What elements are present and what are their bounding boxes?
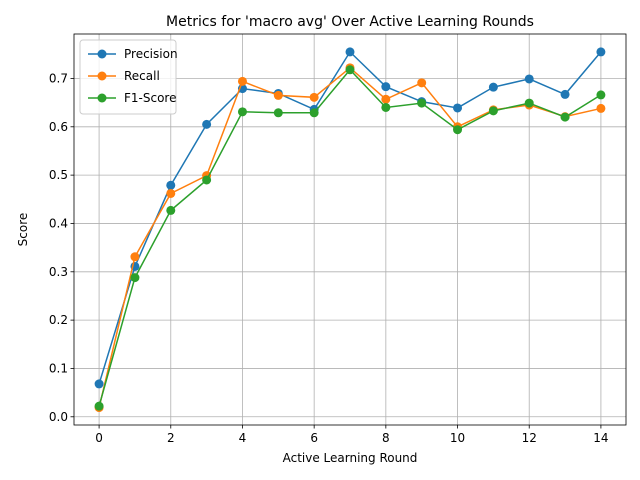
chart-title: Metrics for 'macro avg' Over Active Lear…: [166, 14, 534, 30]
data-point-precision: [453, 103, 463, 113]
y-tick-label: 0.5: [49, 168, 68, 182]
x-tick-label: 0: [95, 431, 103, 445]
legend-swatch-marker: [97, 49, 107, 59]
data-point-f1-score: [524, 98, 534, 108]
x-tick-label: 8: [382, 431, 390, 445]
legend-item-recall: Recall: [88, 69, 160, 83]
data-point-f1-score: [417, 98, 427, 108]
legend-label: F1-Score: [124, 91, 176, 105]
legend: Precision Recall F1-Score: [79, 39, 178, 115]
data-point-precision: [202, 119, 212, 129]
data-point-recall: [237, 76, 247, 86]
legend-item-precision: Precision: [88, 47, 178, 61]
data-point-recall: [130, 252, 140, 262]
data-point-f1-score: [273, 108, 283, 118]
data-point-recall: [166, 188, 176, 198]
legend-swatch-marker: [97, 93, 107, 103]
data-point-recall: [273, 90, 283, 100]
x-tick-label: 4: [239, 431, 247, 445]
x-tick-label: 12: [522, 431, 537, 445]
x-axis-label: Active Learning Round: [283, 451, 418, 465]
data-point-f1-score: [166, 205, 176, 215]
x-tick-label: 2: [167, 431, 175, 445]
legend-label: Precision: [124, 47, 178, 61]
y-tick-label: 0.7: [49, 71, 68, 85]
data-point-f1-score: [453, 125, 463, 135]
y-tick-label: 0.6: [49, 120, 68, 134]
data-point-recall: [381, 94, 391, 104]
y-tick-label: 0.0: [49, 410, 68, 424]
series-layer: [94, 47, 606, 413]
data-point-f1-score: [237, 107, 247, 117]
data-point-precision: [381, 82, 391, 92]
legend-swatch-marker: [97, 71, 107, 81]
legend-label: Recall: [124, 69, 160, 83]
data-point-recall: [309, 92, 319, 102]
x-tick-label: 6: [310, 431, 318, 445]
data-point-f1-score: [202, 175, 212, 185]
y-axis-label: Score: [16, 213, 30, 247]
data-point-precision: [596, 47, 606, 57]
data-point-f1-score: [488, 106, 498, 116]
series-f1-score: [94, 65, 606, 411]
data-point-f1-score: [309, 108, 319, 118]
ticks: 0 2 4 6 8 10 12 14 0.0 0.1 0.2 0.3 0.4 0.5 0.6 0.7: [49, 71, 609, 445]
legend-item-f1-score: F1-Score: [88, 91, 176, 105]
data-point-precision: [94, 379, 104, 389]
data-point-recall: [417, 78, 427, 88]
data-point-precision: [488, 82, 498, 92]
data-point-f1-score: [130, 273, 140, 283]
data-point-f1-score: [596, 90, 606, 100]
data-point-precision: [345, 47, 355, 57]
data-point-f1-score: [94, 401, 104, 411]
data-point-recall: [596, 103, 606, 113]
y-tick-label: 0.2: [49, 313, 68, 327]
data-point-f1-score: [560, 112, 570, 122]
x-tick-label: 14: [593, 431, 608, 445]
x-tick-label: 10: [450, 431, 465, 445]
y-tick-label: 0.3: [49, 265, 68, 279]
plot-frame: [73, 33, 627, 426]
y-tick-label: 0.1: [49, 361, 68, 375]
data-point-f1-score: [381, 102, 391, 112]
data-point-precision: [166, 180, 176, 190]
y-tick-label: 0.4: [49, 216, 68, 230]
data-point-precision: [560, 89, 570, 99]
data-point-f1-score: [345, 65, 355, 75]
data-point-precision: [524, 74, 534, 84]
